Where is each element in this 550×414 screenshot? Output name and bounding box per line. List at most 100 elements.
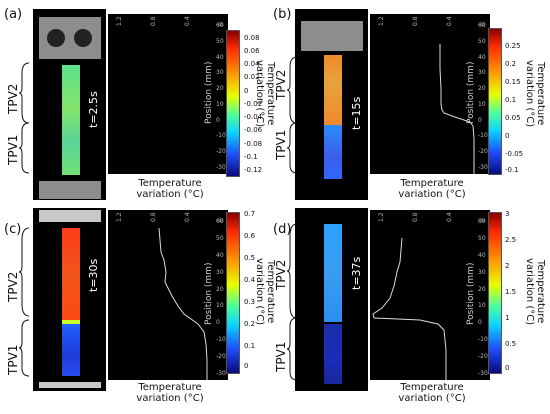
cb-tick: 2 (505, 262, 510, 270)
temperature-profile-line (439, 44, 475, 174)
y-tick-label: -30 (216, 370, 226, 377)
y-tick-label: -20 (216, 353, 226, 361)
specimen-thermal-map (324, 324, 342, 384)
y-tick-label: 0 (216, 319, 220, 327)
cb-tick: -0.08 (244, 140, 263, 148)
x-tick-label: 1.2 (378, 212, 385, 222)
specimen-image (33, 208, 106, 391)
cb-tick: 0.5 (505, 340, 517, 348)
y-tick-label: -30 (478, 164, 488, 171)
y-tick-label: -10 (216, 132, 226, 140)
tpv2-label: TPV2 (6, 271, 20, 302)
y-tick-label: 30 (216, 268, 224, 276)
y-tick-label: 20 (216, 285, 224, 293)
x-tick-label: 0.8 (150, 212, 157, 222)
y-axis-label: Position (mm) (466, 262, 476, 325)
panel-label: (d) (273, 222, 292, 237)
specimen-thermal-map (324, 224, 342, 322)
profile-plot (370, 14, 490, 174)
x-tick-label: 0 (218, 22, 225, 26)
tpv1-brace (18, 122, 30, 174)
temperature-profile-line (158, 227, 208, 380)
y-tick-label: 60 (478, 22, 486, 29)
tpv2-label: TPV2 (274, 69, 288, 100)
y-tick-label: -10 (478, 336, 488, 344)
y-tick-label: -10 (478, 132, 488, 140)
time-label: t=37s (350, 256, 363, 290)
y-tick-label: 30 (478, 69, 486, 77)
tpv1-label: TPV1 (6, 134, 20, 165)
cb-tick: 0.1 (244, 342, 256, 350)
cb-tick: 0.7 (244, 210, 256, 218)
cb-tick: 3 (505, 210, 510, 218)
y-tick-label: -30 (216, 164, 226, 171)
cb-tick: -0.02 (244, 100, 263, 108)
cb-tick: 0.05 (505, 114, 521, 122)
y-tick-label: 0 (478, 319, 482, 327)
colorbar (488, 212, 502, 374)
y-tick-label: 50 (216, 37, 224, 45)
x-axis-label: Temperature variation (°C) (136, 382, 204, 404)
y-tick-label: 40 (478, 251, 486, 259)
y-tick-label: 10 (216, 100, 224, 108)
upper-grip (39, 210, 101, 222)
x-tick-label: 0.8 (412, 16, 419, 26)
x-tick-label: 1.2 (378, 16, 385, 26)
y-tick-label: 0 (478, 116, 482, 124)
tpv1-brace (286, 122, 298, 174)
x-tick-label: 0.4 (184, 212, 191, 222)
time-label: t=30s (87, 258, 100, 292)
lower-grip (39, 382, 101, 388)
specimen-thermal-map (62, 65, 80, 175)
tpv2-brace (286, 223, 298, 319)
x-tick-label: 0 (218, 218, 225, 222)
cb-tick: 0.3 (244, 298, 256, 306)
cb-tick: 0.25 (505, 42, 521, 50)
cb-tick: 0.04 (244, 60, 260, 68)
panel-label: (c) (4, 222, 22, 237)
cb-tick: 0 (505, 132, 510, 140)
tpv2-label: TPV2 (274, 259, 288, 290)
lower-grip (39, 181, 101, 199)
y-tick-label: 50 (478, 37, 486, 45)
y-tick-label: -20 (478, 353, 488, 361)
y-tick-label: 10 (478, 100, 486, 108)
profile-plot (370, 210, 490, 380)
cb-tick: 0.2 (244, 320, 256, 328)
tpv1-brace (18, 319, 30, 377)
specimen-thermal-map (62, 228, 80, 320)
y-tick-label: 20 (478, 285, 486, 293)
tpv2-brace (18, 62, 30, 124)
upper-grip (39, 17, 101, 59)
x-tick-label: 1.2 (116, 16, 123, 26)
cb-tick: 0.6 (244, 232, 256, 240)
cb-tick: -0.05 (505, 150, 524, 158)
panel-label: (a) (4, 7, 23, 22)
y-tick-label: 10 (478, 302, 486, 310)
tpv1-label: TPV1 (274, 129, 288, 160)
x-axis-label: Temperature variation (°C) (398, 382, 466, 404)
specimen-thermal-map (62, 320, 80, 324)
upper-grip (301, 21, 363, 51)
x-tick-label: 0.8 (150, 16, 157, 26)
y-tick-label: 20 (216, 85, 224, 93)
cb-tick: 0.08 (244, 34, 260, 42)
y-tick-label: 30 (478, 268, 486, 276)
cb-tick: -0.1 (244, 153, 258, 161)
cb-tick: 2.5 (505, 236, 517, 244)
y-tick-label: -20 (216, 148, 226, 156)
tpv1-brace (286, 317, 298, 381)
y-tick-label: -10 (216, 336, 226, 344)
x-tick-label: 1.2 (116, 212, 123, 222)
y-axis-label: Position (mm) (204, 61, 214, 124)
specimen-thermal-map (324, 55, 342, 125)
y-tick-label: 60 (216, 218, 224, 225)
cb-tick: 0 (244, 362, 249, 370)
cb-tick: 0.15 (505, 78, 521, 86)
cb-tick: 0.2 (505, 60, 517, 68)
colorbar-title: Temperature variation (°C) (254, 258, 276, 326)
y-tick-label: 0 (216, 116, 220, 124)
colorbar-title: Temperature variation (°C) (524, 258, 546, 326)
cb-tick: 0.02 (244, 73, 260, 81)
colorbar-title: Temperature variation (°C) (524, 60, 546, 128)
